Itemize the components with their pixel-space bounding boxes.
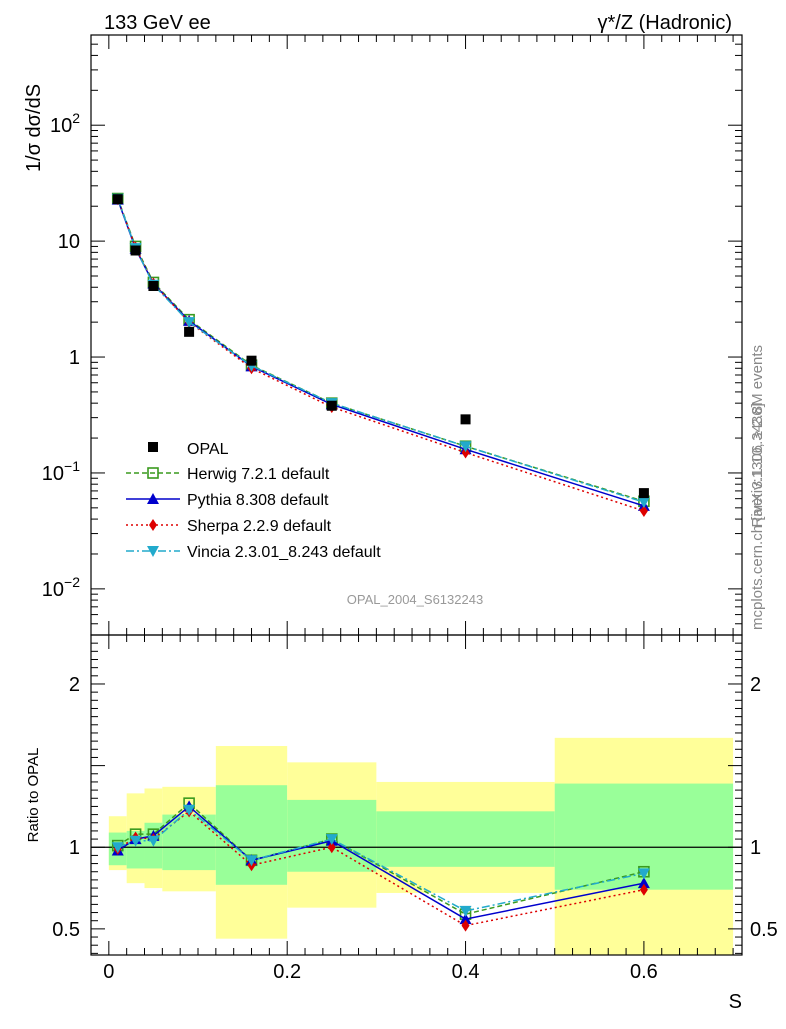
legend: OPAL Herwig 7.2.1 default Pythia 8.308 def… xyxy=(126,441,381,561)
ratio-point-vincia xyxy=(147,835,160,847)
ratio-y-tick-label-left: 0.5 xyxy=(52,919,80,941)
ratio-point-vincia xyxy=(183,804,196,816)
opal-data-point xyxy=(184,326,195,337)
ratio-point-pythia xyxy=(637,877,650,889)
main-point-vincia xyxy=(637,497,650,509)
x-tick-label: 0 xyxy=(103,961,114,983)
ratio-y-tick-label-right: 0.5 xyxy=(750,919,778,941)
main-y-axis-label: 1/σ dσ/dS xyxy=(23,84,45,172)
opal-data-point xyxy=(130,245,141,256)
legend-marker-sherpa xyxy=(149,519,157,531)
ratio-line-sherpa xyxy=(117,810,645,927)
analysis-watermark: OPAL_2004_S6132243 xyxy=(347,592,483,607)
ratio-point-sherpa xyxy=(639,883,648,896)
opal-data-point xyxy=(460,414,471,425)
ratio-y-tick-label-right: 1 xyxy=(750,837,761,859)
rivet-label: Rivet 3.1.10, ≥ 2.8M events xyxy=(749,345,766,528)
ratio-point-vincia xyxy=(637,868,650,880)
ratio-y-axis-label: Ratio to OPAL xyxy=(25,748,42,843)
main-point-sherpa xyxy=(461,446,470,459)
main-point-vincia xyxy=(459,441,472,453)
main-point-sherpa xyxy=(639,504,648,517)
legend-marker-pythia xyxy=(147,493,159,504)
y-tick-label: 10−2 xyxy=(42,574,80,601)
legend-label-vincia: Vincia 2.3.01_8.243 default xyxy=(187,544,381,561)
y-tick-label: 10 xyxy=(58,231,80,253)
ratio-point-vincia xyxy=(111,842,124,854)
opal-data-point xyxy=(148,281,159,292)
header-left: 133 GeV ee xyxy=(104,12,211,34)
ratio-y-tick-label-left: 2 xyxy=(69,674,80,696)
ratio-point-sherpa xyxy=(461,919,470,932)
ratio-plot-panel: 0 0.2 0.4 0.6 0.5 0.5 1 1 2 2 xyxy=(52,634,778,983)
header-right: γ*/Z (Hadronic) xyxy=(598,12,732,34)
ratio-point-sherpa xyxy=(327,841,336,854)
legend-label-herwig: Herwig 7.2.1 default xyxy=(187,466,330,483)
x-tick-label: 0.6 xyxy=(630,961,658,983)
ratio-point-vincia xyxy=(129,835,142,847)
legend-marker-opal xyxy=(148,442,158,452)
ratio-plot-frame xyxy=(90,634,743,956)
ratio-point-vincia xyxy=(245,855,258,867)
legend-label-opal: OPAL xyxy=(187,441,229,458)
mcplots-label: mcplots.cern.ch [arXiv:1306.3436] xyxy=(749,403,766,630)
main-line-sherpa xyxy=(117,198,645,512)
ratio-point-vincia xyxy=(325,834,338,846)
y-tick-label: 10−1 xyxy=(42,458,80,485)
ratio-y-tick-label-right: 2 xyxy=(750,674,761,696)
legend-label-pythia: Pythia 8.308 default xyxy=(187,492,329,509)
opal-data-point xyxy=(112,194,123,205)
y-tick-label: 102 xyxy=(50,110,80,137)
x-axis-label: S xyxy=(729,991,742,1013)
uncertainty-band-inner-3 xyxy=(162,814,216,871)
legend-marker-herwig xyxy=(147,467,159,479)
y-tick-label: 1 xyxy=(69,347,80,369)
ratio-line-herwig xyxy=(117,802,645,915)
legend-label-sherpa: Sherpa 2.2.9 default xyxy=(187,518,332,535)
x-tick-label: 0.4 xyxy=(452,961,480,983)
opal-data-point xyxy=(246,355,257,366)
opal-data-point xyxy=(326,400,337,411)
legend-marker-vincia xyxy=(147,546,159,557)
ratio-point-pythia xyxy=(459,913,472,925)
ratio-point-vincia xyxy=(459,905,472,917)
x-tick-label: 0.2 xyxy=(273,961,301,983)
ratio-y-tick-label-left: 1 xyxy=(69,837,80,859)
opal-data-point xyxy=(638,488,649,499)
main-line-pythia xyxy=(117,199,645,507)
main-plot-panel: 10−2 10−1 1 10 102 xyxy=(42,34,743,636)
uncertainty-band-inner-6 xyxy=(376,811,555,867)
main-point-vincia xyxy=(183,317,196,329)
